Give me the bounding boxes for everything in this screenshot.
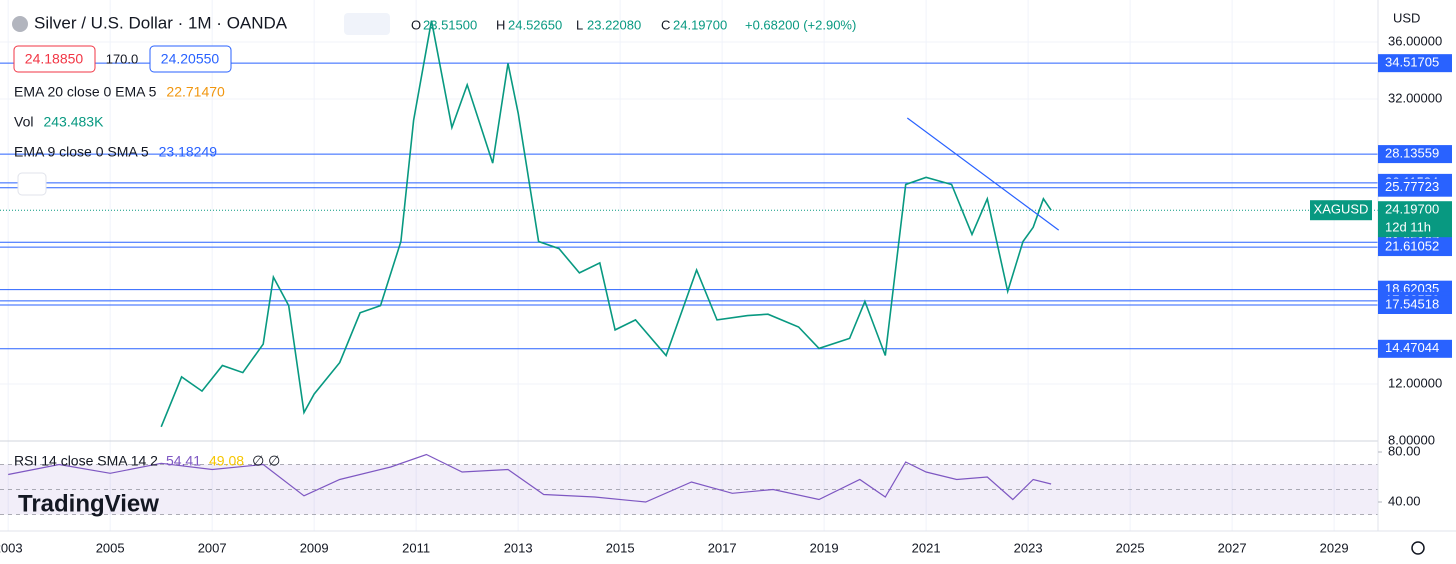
level-label: 14.47044 xyxy=(1385,340,1439,355)
indicator-name: Vol xyxy=(14,114,33,130)
symbol-label: XAGUSD xyxy=(1314,202,1369,217)
rsi-tick-label: 40.00 xyxy=(1388,493,1421,508)
rsi-line xyxy=(8,453,1052,503)
x-tick-label: 2017 xyxy=(708,540,737,555)
x-tick-label: 2025 xyxy=(1116,540,1145,555)
rsi-extra: ∅ ∅ xyxy=(252,453,280,469)
sell-button[interactable] xyxy=(13,45,96,73)
indicator-value: 23.18249 xyxy=(159,144,218,160)
price-line xyxy=(160,20,1052,428)
level-label-box xyxy=(1378,54,1452,73)
current-price-box xyxy=(1378,201,1452,238)
spread: 170.0 xyxy=(106,51,139,66)
change: +0.68200 (+2.90%) xyxy=(745,17,856,32)
collapse-button[interactable] xyxy=(17,172,47,196)
rsi-name: RSI 14 close SMA 14 2 xyxy=(14,453,158,469)
indicator-name: EMA 20 close 0 EMA 5 xyxy=(14,84,157,100)
ohlc-label: C xyxy=(661,17,670,32)
x-tick-label: 2015 xyxy=(606,540,635,555)
symbol-icon xyxy=(12,16,28,32)
ask: 24.20550 xyxy=(161,51,220,67)
x-tick-label: 2023 xyxy=(1014,540,1043,555)
compare-button[interactable] xyxy=(344,13,390,35)
level-label: 28.13559 xyxy=(1385,146,1439,161)
symbol-title: Silver / U.S. Dollar · 1M · OANDA xyxy=(34,13,288,32)
x-tick-label: 2029 xyxy=(1320,540,1349,555)
x-tick-label: 2009 xyxy=(300,540,329,555)
level-label: 21.61052 xyxy=(1385,239,1439,254)
ohlc-label: O xyxy=(411,17,421,32)
plot xyxy=(0,20,1378,428)
currency[interactable]: USD xyxy=(1393,10,1420,25)
rsi-sma: 49.08 xyxy=(209,453,244,469)
countdown: 12d 11h xyxy=(1385,220,1431,235)
y-tick-label: 8.00000 xyxy=(1388,432,1435,447)
symbol-box xyxy=(1310,200,1372,221)
ohlc-value: 24.52650 xyxy=(508,17,562,32)
indicator-name: EMA 9 close 0 SMA 5 xyxy=(14,144,149,160)
rsi-value: 54.41 xyxy=(166,453,201,469)
y-tick-label: 36.00000 xyxy=(1388,33,1442,48)
level-label-box xyxy=(1378,339,1452,358)
level-label: 34.51705 xyxy=(1385,55,1439,70)
grid xyxy=(0,0,1378,531)
x-tick-label: 2021 xyxy=(912,540,941,555)
ohlc-value: 23.51500 xyxy=(423,17,477,32)
rsi-plot xyxy=(0,453,1378,515)
y-tick-label: 32.00000 xyxy=(1388,90,1442,105)
level-label: 25.77723 xyxy=(1385,179,1439,194)
level-label-box xyxy=(1378,238,1452,257)
settings-icon[interactable] xyxy=(1411,541,1425,555)
ohlc-label: H xyxy=(496,17,505,32)
ohlc-value: 24.19700 xyxy=(673,17,727,32)
x-tick-label: 2011 xyxy=(402,540,430,555)
x-tick-label: 2027 xyxy=(1218,540,1247,555)
rsi-tick-label: 80.00 xyxy=(1388,443,1421,458)
x-tick-label: 2007 xyxy=(198,540,227,555)
y-tick-label: 12.00000 xyxy=(1388,375,1442,390)
indicator-value: 243.483K xyxy=(43,114,104,130)
level-label-box xyxy=(1378,178,1452,197)
current-price-label: 24.19700 xyxy=(1385,202,1439,217)
bid: 24.18850 xyxy=(25,51,84,67)
ui: Silver / U.S. Dollar · 1M · OANDA O 23.5… xyxy=(0,10,1452,555)
level-label: 17.54518 xyxy=(1385,296,1439,311)
x-tick-label: 2005 xyxy=(96,540,125,555)
x-tick-label: 2013 xyxy=(504,540,533,555)
trendline xyxy=(906,117,1060,231)
ohlc-value: 23.22080 xyxy=(587,17,641,32)
level-label-box xyxy=(1378,295,1452,314)
ohlc-label: L xyxy=(576,17,583,32)
level-label-box xyxy=(1378,145,1452,164)
indicator-value: 22.71470 xyxy=(166,84,225,100)
x-tick-label: 2003 xyxy=(0,540,23,555)
x-tick-label: 2019 xyxy=(810,540,839,555)
brand: TradingView xyxy=(18,490,159,517)
buy-button[interactable] xyxy=(149,45,232,73)
